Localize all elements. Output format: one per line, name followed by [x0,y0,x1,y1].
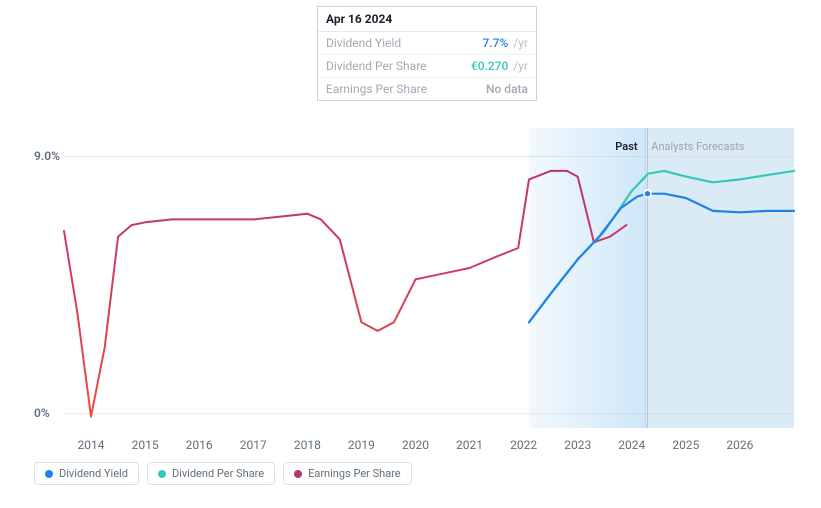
tooltip-row-label: Dividend Yield [326,36,401,50]
forecast-region [645,128,794,428]
tooltip-row: Earnings Per Share No data [318,78,536,100]
legend: Dividend Yield Dividend Per Share Earnings… [34,462,412,485]
x-tick-label: 2019 [348,438,375,452]
x-tick-label: 2020 [402,438,429,452]
legend-item[interactable]: Dividend Per Share [147,462,275,485]
tooltip-row: Dividend Per Share €0.270 /yr [318,55,536,78]
x-tick-label: 2024 [618,438,645,452]
y-tick-label: 0% [34,406,50,420]
y-tick-label: 9.0% [34,149,60,163]
legend-label: Earnings Per Share [308,467,401,480]
tooltip-row-label: Dividend Per Share [326,59,427,73]
hover-marker [644,190,651,197]
plot-svg [64,128,794,428]
x-tick-label: 2021 [456,438,483,452]
tooltip-row-value: No data [486,82,528,96]
tooltip-unit: /yr [510,59,528,73]
x-tick-label: 2017 [240,438,267,452]
x-tick-label: 2022 [510,438,537,452]
x-tick-label: 2014 [78,438,105,452]
tooltip-row-label: Earnings Per Share [326,82,427,96]
x-tick-label: 2023 [564,438,591,452]
legend-dot-icon [158,470,166,478]
x-tick-label: 2026 [726,438,753,452]
tooltip-row-value: 7.7% /yr [483,36,528,50]
tooltip-date: Apr 16 2024 [318,7,536,32]
legend-item[interactable]: Dividend Yield [34,462,139,485]
x-axis-labels: 2014 2015 2016 2017 2018 2019 2020 2021 2022 2023… [64,434,794,452]
legend-dot-icon [294,470,302,478]
legend-dot-icon [45,470,53,478]
x-tick-label: 2015 [132,438,159,452]
x-tick-label: 2018 [294,438,321,452]
tooltip-row-value: €0.270 /yr [471,59,528,73]
legend-item[interactable]: Earnings Per Share [283,462,412,485]
tooltip-row: Dividend Yield 7.7% /yr [318,32,536,55]
hover-tooltip: Apr 16 2024 Dividend Yield7.7% /yrDivide… [317,6,537,101]
tooltip-unit: /yr [510,36,528,50]
x-tick-label: 2016 [186,438,213,452]
legend-label: Dividend Yield [59,467,128,480]
tooltip-rows: Dividend Yield 7.7% /yr Dividend Per Share… [318,32,536,100]
x-tick-label: 2025 [672,438,699,452]
past-label: Past [615,140,637,153]
dividend-chart: Apr 16 2024 Dividend Yield7.7% /yrDivide… [0,0,821,508]
plot-area[interactable]: Past Analysts Forecasts [64,128,794,428]
forecast-label: Analysts Forecasts [651,140,744,153]
legend-label: Dividend Per Share [172,467,264,480]
